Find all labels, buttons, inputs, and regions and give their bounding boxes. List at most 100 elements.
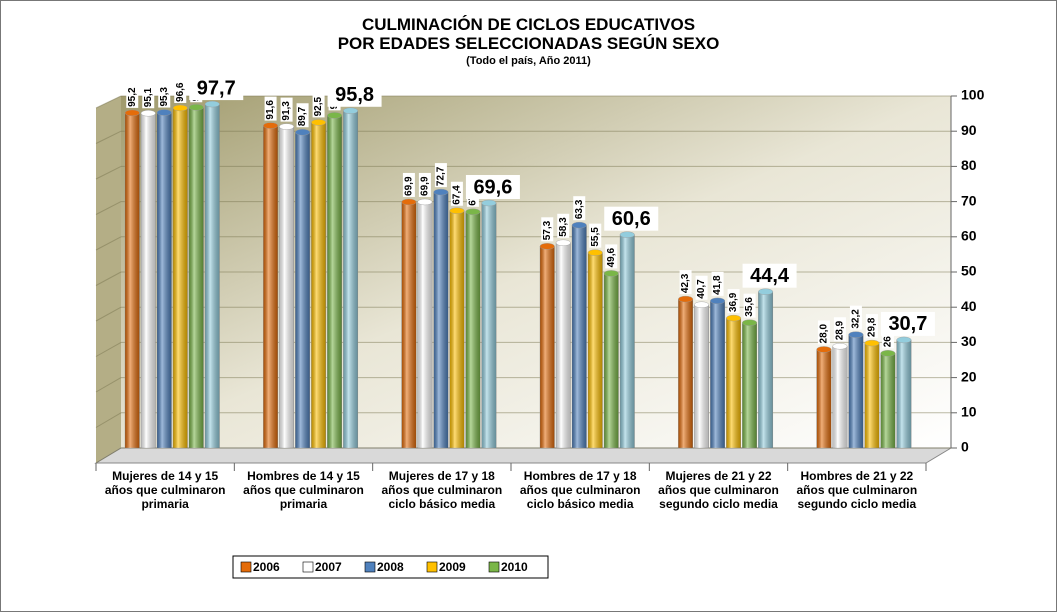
value-label-text: 63,3 bbox=[574, 199, 585, 219]
value-label-box bbox=[604, 206, 659, 231]
value-label-box bbox=[312, 93, 325, 118]
value-label-text: 41,8 bbox=[712, 275, 723, 295]
bar-top bbox=[279, 123, 295, 130]
grid-line-side bbox=[95, 341, 122, 357]
y-tick-label: 30 bbox=[961, 333, 977, 349]
value-label-box bbox=[434, 163, 447, 188]
bar-top bbox=[710, 297, 726, 305]
bar-shine bbox=[588, 252, 603, 448]
bar-top bbox=[880, 350, 896, 357]
grid-line-side bbox=[95, 271, 122, 286]
value-label: 57,3 bbox=[541, 217, 554, 242]
bar-top bbox=[758, 288, 774, 295]
value-label-text: 28,0 bbox=[819, 324, 830, 344]
bar-shine bbox=[832, 346, 848, 448]
value-label: 91,6 bbox=[264, 96, 277, 121]
grid-line-side bbox=[95, 130, 122, 144]
value-label-text: 95,2 bbox=[127, 87, 138, 107]
value-label: 35,6 bbox=[743, 293, 756, 318]
value-label-text: 49,6 bbox=[606, 248, 617, 268]
bar-top bbox=[619, 231, 635, 238]
value-label-text: 28,9 bbox=[835, 320, 846, 340]
value-label-box bbox=[849, 305, 862, 330]
grid-line-side bbox=[95, 165, 122, 180]
grid-line-side bbox=[95, 306, 122, 322]
grid-line-side bbox=[95, 447, 122, 464]
value-label-text: 40,7 bbox=[696, 279, 707, 299]
value-label-text: 55,5 bbox=[590, 227, 601, 247]
bar-top bbox=[816, 346, 832, 353]
value-label-text: 95,1 bbox=[143, 87, 154, 107]
bar-top bbox=[140, 110, 156, 117]
value-label: 96,6 bbox=[174, 78, 187, 103]
y-tick-label: 100 bbox=[961, 87, 985, 103]
value-label: 69,6 bbox=[473, 176, 512, 198]
x-tick-label: Hombres de 14 y 15 años que culminaron p… bbox=[243, 469, 364, 511]
bar-top bbox=[343, 107, 359, 114]
value-label: 92,5 bbox=[312, 93, 325, 118]
bar-shine bbox=[205, 104, 220, 448]
bar-top bbox=[742, 319, 758, 326]
x-tick-label: Mujeres de 21 y 22 años que culminaron s… bbox=[658, 469, 779, 511]
bar-top bbox=[896, 336, 912, 344]
value-label-box bbox=[541, 217, 554, 242]
value-label-text: 69,9 bbox=[420, 176, 431, 196]
bar-shine bbox=[864, 343, 880, 448]
value-label-box bbox=[418, 172, 431, 197]
value-label: 42,3 bbox=[679, 270, 692, 295]
bar-shine bbox=[710, 300, 725, 448]
bar-shine bbox=[279, 126, 294, 449]
legend-label: 2009 bbox=[439, 560, 466, 574]
value-label: 95,2 bbox=[126, 83, 139, 108]
bar-shine bbox=[465, 211, 481, 448]
bar-top bbox=[204, 100, 220, 108]
bar-top bbox=[694, 301, 710, 308]
bar-top bbox=[539, 243, 555, 250]
value-label: 41,8 bbox=[711, 271, 724, 296]
value-label: 36,9 bbox=[727, 289, 740, 314]
value-label-box bbox=[817, 320, 830, 345]
value-label-box bbox=[743, 293, 756, 318]
value-label-box bbox=[189, 76, 244, 101]
value-label-box bbox=[557, 213, 570, 238]
bar-shine bbox=[417, 201, 433, 448]
bar-shine bbox=[758, 291, 773, 448]
value-label: 60,6 bbox=[612, 208, 651, 230]
bar-top bbox=[311, 119, 327, 126]
legend-label: 2006 bbox=[253, 560, 280, 574]
legend-swatch bbox=[426, 561, 438, 573]
value-label-box bbox=[264, 96, 277, 121]
bar-top bbox=[864, 339, 880, 347]
bar-shine bbox=[433, 192, 449, 448]
bar-top bbox=[449, 207, 465, 214]
bar-shine bbox=[880, 353, 896, 448]
y-tick-label: 60 bbox=[961, 228, 977, 244]
value-label: 91,3 bbox=[280, 97, 293, 122]
value-label-text: 32,2 bbox=[851, 309, 862, 329]
bar-shine bbox=[295, 132, 310, 449]
bar-shine bbox=[401, 201, 417, 448]
value-label-box bbox=[126, 83, 139, 108]
value-label-box bbox=[742, 263, 797, 288]
y-tick-label: 90 bbox=[961, 122, 977, 138]
value-label: 63,3 bbox=[573, 196, 586, 221]
bar-shine bbox=[556, 242, 571, 448]
bar-shine bbox=[540, 246, 555, 448]
grid-line-side bbox=[95, 377, 122, 393]
value-label: 69,9 bbox=[402, 172, 415, 197]
value-label: 28,0 bbox=[817, 320, 830, 345]
legend-label: 2007 bbox=[315, 560, 342, 574]
value-label-text: 72,7 bbox=[436, 166, 447, 186]
bar-top bbox=[678, 295, 694, 303]
bar-top bbox=[848, 331, 864, 338]
bar-shine bbox=[694, 304, 709, 448]
bar-top bbox=[603, 270, 619, 277]
bar-top bbox=[433, 188, 449, 196]
bar-shine bbox=[742, 322, 757, 448]
value-label-text: 29,8 bbox=[867, 317, 878, 337]
value-label-box bbox=[695, 275, 708, 300]
value-label-text: 69,9 bbox=[404, 176, 415, 196]
bar-top bbox=[124, 109, 140, 117]
